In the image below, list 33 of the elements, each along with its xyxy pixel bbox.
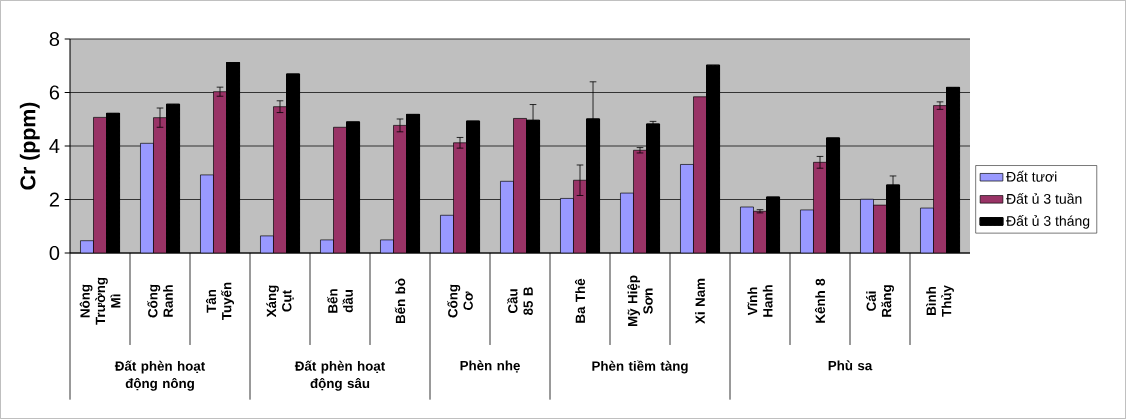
legend-label: Đất ủ 3 tuần [1006,192,1082,204]
x-tick-label: Vĩnh Hanh [747,285,773,317]
legend-label: Đất ủ 3 tháng [1006,215,1090,229]
text: Phèn tiềm tàng [592,360,688,374]
bar [500,180,514,253]
y-tick-label: 0 [49,245,60,261]
y-tick-label: 6 [49,85,60,100]
x-tick-label: Cống Ranh [147,284,173,318]
x-tick-label: Mỹ Hiệp Sơn [627,275,653,327]
bar [140,142,154,253]
x-tick-label: Bến bò [394,278,406,324]
x-tick-label: Cống Cơ [447,284,473,318]
text: Đất phèn hoạt động nông [114,360,206,391]
x-tick-label: Xi Nam [695,278,705,324]
bar [200,174,214,253]
y-tick-label: 2 [49,192,59,207]
x-tick-label: Cầu 85 B [507,287,533,316]
x-tick-label: Cái Răng [866,285,894,317]
x-tick-label: Tân Tuyến [205,282,235,320]
text: Phèn nhẹ [460,360,520,373]
legend-label: Đất tươi [1006,170,1057,182]
text: Đất phèn hoạt động sâu [294,360,386,391]
x-tick-label: Kênh 8 [814,278,826,323]
y-tick-label: 8 [49,31,60,47]
x-tick-label: Nông Trường Mì [79,277,121,325]
y-axis-title: Cr (ppm) [19,102,40,190]
x-tick-label: Bến dầu [327,289,353,313]
text: Phù sa [828,360,873,371]
bar [680,164,694,253]
x-tick-label: Ba Thê [574,278,586,323]
y-tick-label: 4 [49,139,60,153]
x-tick-label: Xáng Cụt [266,285,294,318]
x-tick-label: Bình Thủy [926,285,954,317]
